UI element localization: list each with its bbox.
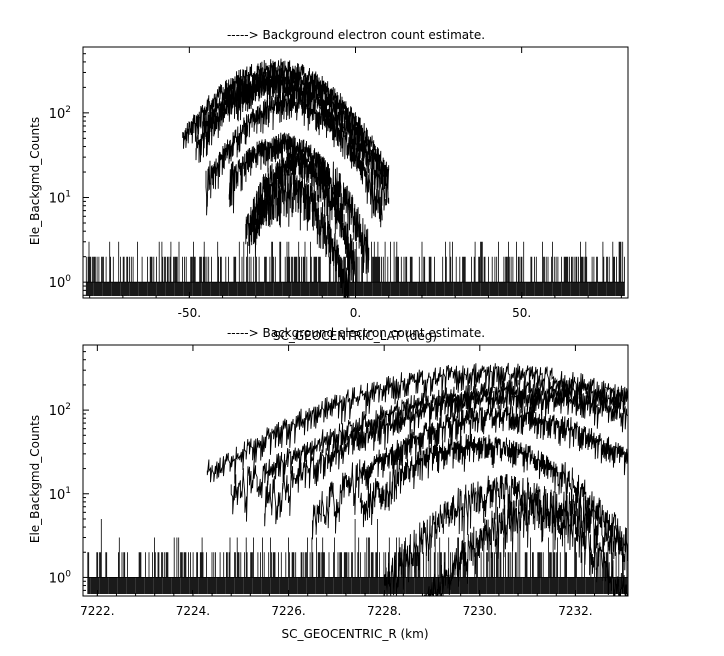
y-tick-label: 101 <box>49 190 71 207</box>
y-tick-label: 100 <box>49 569 72 586</box>
panel-radius: -----> Background electron count estimat… <box>28 326 629 641</box>
series-line <box>245 151 356 298</box>
series-line <box>195 67 390 206</box>
series-line <box>422 488 629 597</box>
series-line <box>202 74 386 216</box>
series-line <box>312 405 629 540</box>
x-tick-label: 50. <box>512 306 531 320</box>
x-tick-label: 7222. <box>80 604 114 618</box>
y-tick-label: 100 <box>49 274 72 291</box>
plot-marks <box>85 58 625 299</box>
chart-title: -----> Background electron count estimat… <box>227 326 485 340</box>
series-line <box>359 433 629 561</box>
series-line <box>252 170 350 299</box>
x-axis-label: SC_GEOCENTRIC_R (km) <box>282 627 429 641</box>
x-tick-label: 7226. <box>271 604 305 618</box>
y-axis-label: Ele_Backgmd_Counts <box>28 415 42 543</box>
series-line <box>205 92 383 228</box>
series-line <box>264 385 629 527</box>
plot-frame <box>82 344 629 597</box>
x-tick-label: 7230. <box>463 604 497 618</box>
y-tick-label: 101 <box>49 486 71 503</box>
x-tick-label: 7224. <box>176 604 210 618</box>
chart-title: -----> Background electron count estimat… <box>227 28 485 42</box>
x-tick-label: 0. <box>350 306 361 320</box>
series-line <box>206 362 629 484</box>
x-tick-label: 7228. <box>367 604 401 618</box>
noise-floor-spikes <box>87 519 629 594</box>
x-axis-label: SC_GEOCENTRIC_LAT (deg) <box>273 329 437 343</box>
axis-ticks: -50. 0. 50. 100 101 102 <box>49 46 622 320</box>
y-tick-label: 102 <box>49 105 71 122</box>
plot-marks <box>87 362 629 597</box>
y-tick-label: 102 <box>49 402 71 419</box>
x-tick-label: -50. <box>178 306 201 320</box>
axis-ticks: 7222. 7224. 7226. 7228. 7230. 7232. 100 101 102 <box>49 344 615 618</box>
y-axis-label: Ele_Backgmd_Counts <box>28 117 42 245</box>
panel-latitude: -----> Background electron count estimat… <box>28 28 629 343</box>
x-tick-label: 7232. <box>558 604 592 618</box>
